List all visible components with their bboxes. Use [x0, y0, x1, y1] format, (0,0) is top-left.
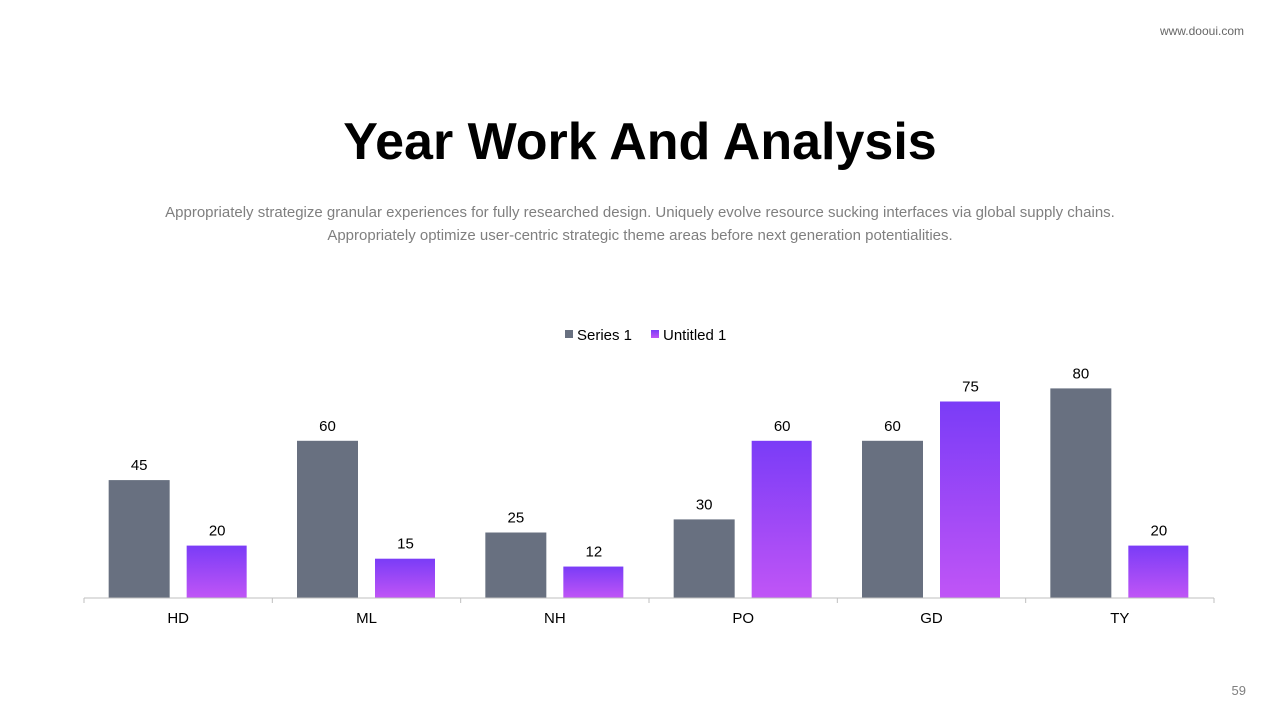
site-label: www.dooui.com [1159, 24, 1244, 38]
bar-series2-ty [1128, 545, 1189, 598]
bar-series2-nh [563, 566, 624, 598]
data-label-series1-ty: 80 [1072, 365, 1089, 382]
description: Appropriately strategize granular experi… [100, 201, 1180, 247]
data-label-series2-po: 60 [774, 418, 791, 435]
category-label-po: PO [732, 610, 754, 627]
bar-series1-hd [108, 480, 170, 598]
chart-bars [108, 388, 1189, 598]
bar-series2-hd [186, 545, 247, 598]
data-label-series2-ty: 20 [1150, 523, 1167, 540]
category-label-ml: ML [356, 610, 377, 627]
data-label-series1-ml: 60 [319, 418, 336, 435]
data-label-series2-nh: 12 [585, 544, 602, 561]
bar-series2-ml [375, 558, 435, 598]
data-label-series1-gd: 60 [884, 418, 901, 435]
description-line-1: Appropriately strategize granular experi… [165, 204, 1115, 221]
page-title: Year Work And Analysis [343, 113, 937, 171]
bar-series1-po [673, 519, 735, 598]
bar-series2-po [751, 440, 812, 598]
category-label-ty: TY [1110, 610, 1129, 627]
legend-label-1: Series 1 [577, 327, 632, 344]
category-label-gd: GD [920, 610, 943, 627]
bar-series1-gd [862, 440, 923, 598]
data-label-series1-po: 30 [696, 496, 713, 513]
bar-series1-ty [1050, 388, 1112, 598]
data-label-series1-hd: 45 [131, 457, 148, 474]
chart-legend: Series 1 Untitled 1 [565, 327, 726, 344]
bar-series1-ml [297, 440, 358, 598]
data-label-series2-ml: 15 [397, 536, 414, 553]
legend-swatch-1 [565, 330, 573, 338]
chart-data-labels: 45 20 60 15 25 12 30 60 60 75 80 20 [131, 365, 1167, 560]
category-label-hd: HD [167, 610, 189, 627]
legend-swatch-2 [651, 330, 659, 338]
bar-series1-nh [485, 532, 547, 598]
page-number: 59 [1231, 683, 1246, 698]
chart-x-axis: HD ML NH PO GD TY [83, 597, 1215, 627]
legend-label-2: Untitled 1 [663, 327, 726, 344]
bar-series2-gd [940, 401, 1000, 598]
description-line-2: Appropriately optimize user-centric stra… [327, 227, 953, 244]
data-label-series1-nh: 25 [507, 510, 524, 527]
data-label-series2-hd: 20 [209, 523, 226, 540]
data-label-series2-gd: 75 [962, 379, 979, 396]
category-label-nh: NH [544, 610, 566, 627]
